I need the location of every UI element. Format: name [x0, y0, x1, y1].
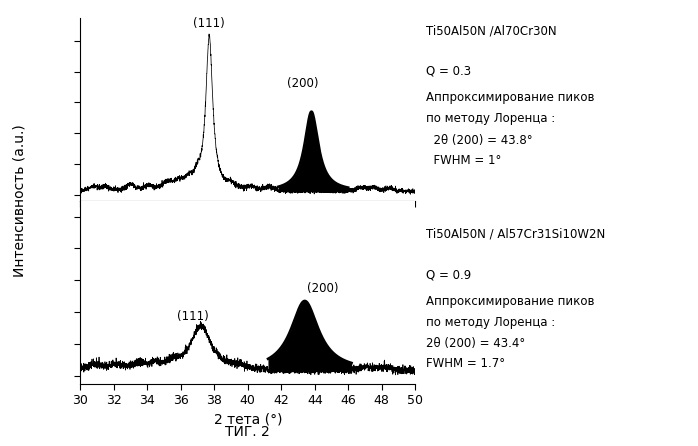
- Text: Q = 0.9: Q = 0.9: [426, 268, 471, 281]
- Text: Аппроксимирование пиков: Аппроксимирование пиков: [426, 295, 594, 308]
- Text: 2θ (200) = 43.4°: 2θ (200) = 43.4°: [426, 337, 525, 350]
- Text: (200): (200): [288, 77, 319, 90]
- Text: (111): (111): [177, 310, 209, 323]
- Text: по методу Лоренца :: по методу Лоренца :: [426, 316, 555, 329]
- Text: Q = 0.3: Q = 0.3: [426, 65, 471, 78]
- Text: Ti50Al50N / Al57Cr31Si10W2N: Ti50Al50N / Al57Cr31Si10W2N: [426, 227, 605, 240]
- Text: FWHM = 1°: FWHM = 1°: [426, 154, 501, 167]
- Text: (200): (200): [307, 281, 339, 294]
- Text: (111): (111): [193, 17, 225, 30]
- Text: по методу Лоренца :: по методу Лоренца :: [426, 112, 555, 125]
- Text: Аппроксимирование пиков: Аппроксимирование пиков: [426, 91, 594, 104]
- X-axis label: 2 тета (°): 2 тета (°): [214, 413, 282, 426]
- Text: 2θ (200) = 43.8°: 2θ (200) = 43.8°: [426, 134, 533, 147]
- Text: Ti50Al50N /Al70Cr30N: Ti50Al50N /Al70Cr30N: [426, 25, 556, 37]
- Text: FWHM = 1.7°: FWHM = 1.7°: [426, 357, 505, 370]
- Text: Интенсивность (a.u.): Интенсивность (a.u.): [13, 124, 27, 277]
- Text: ΤИГ. 2: ΤИГ. 2: [225, 425, 270, 439]
